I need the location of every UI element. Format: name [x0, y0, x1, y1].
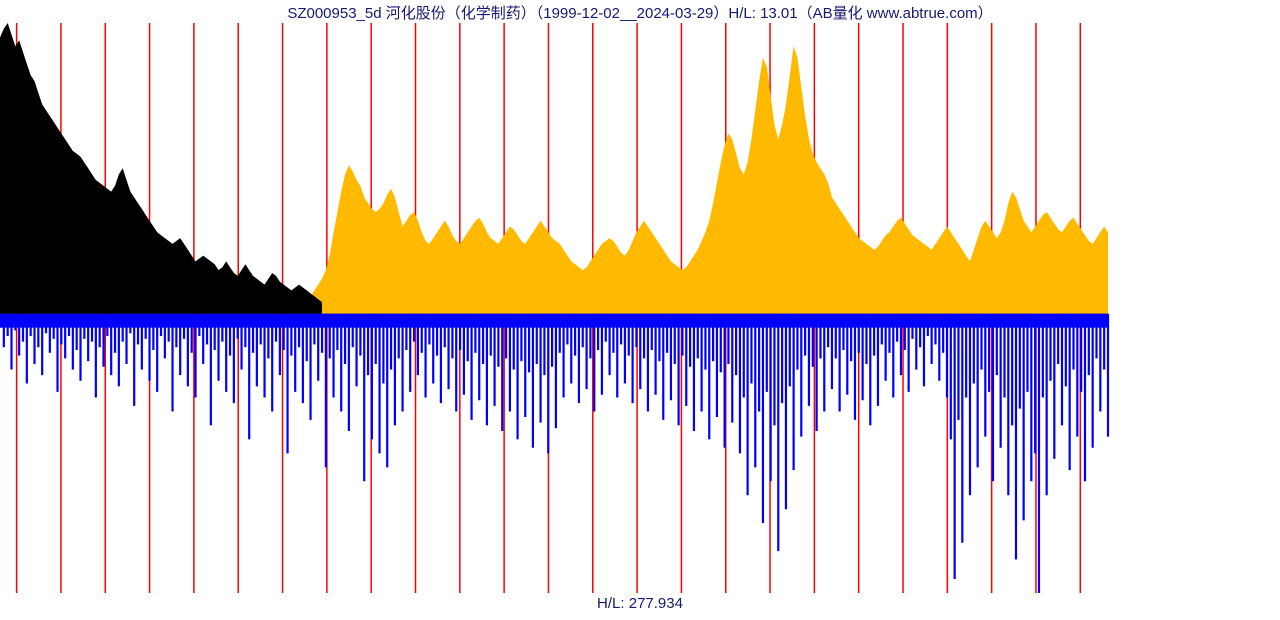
stock-chart	[0, 23, 1280, 593]
chart-footer: H/L: 277.934	[0, 593, 1280, 612]
chart-title: SZ000953_5d 河化股份（化学制药）（1999-12-02__2024-…	[0, 0, 1280, 23]
